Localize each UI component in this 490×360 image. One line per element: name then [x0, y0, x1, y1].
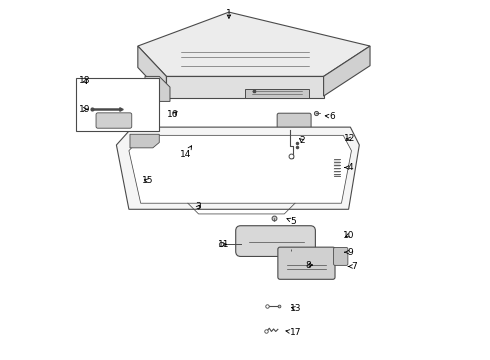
Text: 5: 5: [287, 217, 296, 226]
Text: 2: 2: [299, 136, 305, 145]
Text: 17: 17: [286, 328, 301, 337]
FancyBboxPatch shape: [278, 247, 335, 279]
Text: 1: 1: [226, 9, 232, 18]
Polygon shape: [138, 46, 167, 98]
Polygon shape: [138, 12, 370, 76]
Polygon shape: [117, 127, 359, 209]
Text: 12: 12: [343, 134, 355, 143]
Text: 3: 3: [196, 202, 201, 211]
Text: 8: 8: [306, 261, 313, 270]
Text: 19: 19: [79, 105, 91, 114]
Text: 16: 16: [167, 111, 178, 120]
Text: 7: 7: [348, 262, 357, 271]
Text: 14: 14: [180, 146, 192, 159]
Polygon shape: [167, 76, 323, 98]
FancyBboxPatch shape: [277, 113, 311, 132]
Polygon shape: [130, 134, 159, 148]
Polygon shape: [129, 135, 351, 203]
Text: 4: 4: [345, 163, 353, 172]
Text: 10: 10: [343, 231, 354, 240]
FancyBboxPatch shape: [96, 113, 132, 128]
Text: 13: 13: [290, 304, 301, 313]
Polygon shape: [245, 89, 309, 98]
FancyBboxPatch shape: [236, 226, 316, 256]
Text: 11: 11: [218, 240, 229, 249]
Polygon shape: [145, 76, 170, 102]
Text: 9: 9: [344, 248, 353, 257]
Polygon shape: [323, 46, 370, 96]
FancyBboxPatch shape: [334, 248, 348, 265]
Text: 18: 18: [79, 76, 91, 85]
Text: 15: 15: [142, 176, 153, 185]
Text: 6: 6: [325, 112, 335, 121]
Bar: [76, 78, 159, 131]
